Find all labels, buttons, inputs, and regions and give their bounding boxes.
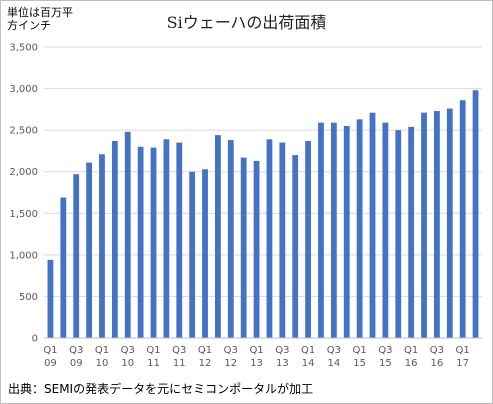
- bar: [176, 142, 183, 338]
- bar: [266, 139, 273, 338]
- y-tick-label: 2,500: [9, 126, 38, 137]
- x-tick-label: Q1 10: [95, 345, 109, 369]
- y-tick-label: 2,000: [9, 167, 38, 178]
- x-tick-label: Q3 13: [275, 345, 289, 369]
- x-tick-label: Q1 16: [404, 345, 418, 369]
- bar: [124, 131, 131, 338]
- bar: [434, 111, 440, 339]
- bar: [240, 157, 247, 338]
- x-tick-label: Q1 09: [43, 345, 57, 369]
- bar: [369, 112, 376, 338]
- x-tick-label: Q1 15: [353, 345, 367, 369]
- x-tick-label: Q3 16: [430, 345, 444, 369]
- x-tick-label: Q3 12: [224, 345, 238, 369]
- unit-label-line-2: 方インチ: [7, 19, 51, 32]
- x-axis-ticks: Q1 09 Q3 09 Q1 10 Q3 10 Q1 11 Q3 11 Q1 12 Q3 12 Q1 13 Q3 13…: [43, 345, 469, 369]
- bar: [343, 125, 350, 338]
- bar: [163, 139, 170, 338]
- x-tick-label: Q3 15: [378, 345, 392, 369]
- bar: [73, 174, 80, 338]
- bar: [99, 154, 105, 338]
- bar: [382, 122, 389, 338]
- bar: [305, 140, 311, 338]
- bars: [47, 90, 479, 339]
- bar: [292, 155, 299, 338]
- bar: [408, 126, 415, 339]
- bar: [150, 147, 157, 338]
- x-tick-label: Q1 11: [146, 345, 160, 369]
- y-tick-label: 0: [32, 334, 38, 345]
- grid-lines: [44, 46, 482, 297]
- bar: [137, 146, 144, 338]
- bar: [215, 135, 221, 338]
- y-tick-label: 3,500: [9, 43, 38, 54]
- bar: [111, 140, 118, 338]
- x-tick-label: Q1 17: [456, 345, 470, 369]
- bar: [472, 90, 479, 338]
- bar: [459, 100, 466, 338]
- bar: [227, 140, 234, 338]
- y-axis-ticks: 0 500 1,000 1,500 2,000 2,500 3,000 3,500: [9, 43, 38, 345]
- x-tick-label: Q3 10: [121, 345, 135, 369]
- y-tick-label: 1,000: [9, 250, 38, 261]
- x-tick-label: Q3 09: [69, 345, 83, 369]
- bar: [330, 122, 337, 338]
- x-tick-label: Q3 14: [327, 345, 341, 369]
- y-tick-label: 1,500: [9, 209, 38, 220]
- source-note: 出典：SEMIの発表データを元にセミコンポータルが加工: [8, 382, 314, 396]
- x-tick-label: Q3 11: [172, 345, 186, 369]
- x-tick-label: Q1 14: [301, 345, 315, 369]
- bar: [421, 112, 427, 338]
- bar: [279, 142, 286, 338]
- bar: [86, 162, 92, 338]
- bar: [60, 197, 67, 338]
- bar: [395, 130, 402, 338]
- chart-title: Siウェーハの出荷面積: [166, 13, 327, 32]
- bar: [202, 169, 208, 338]
- bar: [253, 160, 260, 338]
- y-tick-label: 500: [19, 292, 38, 303]
- bar: [356, 119, 363, 338]
- unit-label-line-1: 単位は百万平: [7, 6, 73, 19]
- y-tick-label: 3,000: [9, 84, 38, 95]
- x-tick-label: Q1 12: [198, 345, 212, 369]
- bar: [318, 122, 324, 338]
- x-tick-label: Q1 13: [249, 345, 263, 369]
- bar: [189, 171, 196, 338]
- bar: [446, 108, 453, 338]
- bar: [47, 259, 54, 338]
- unit-label: 単位は百万平 方インチ: [7, 6, 73, 32]
